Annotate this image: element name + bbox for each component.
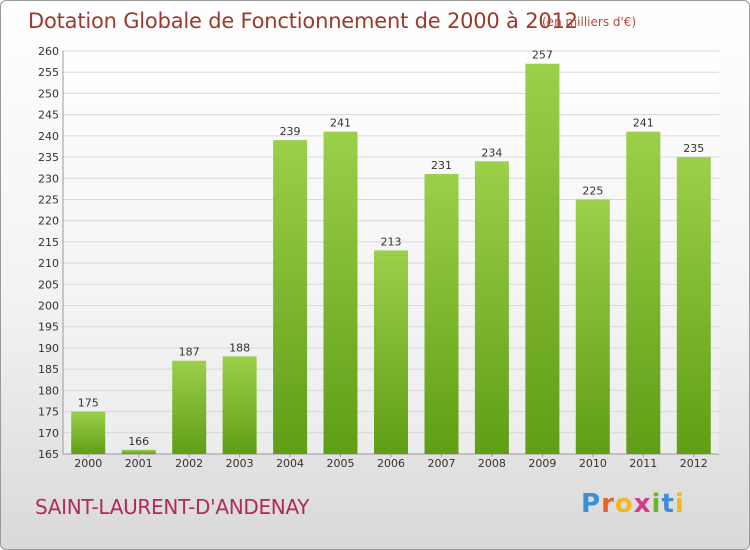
bar-2012 (676, 157, 711, 454)
value-label-2012: 235 (683, 142, 704, 155)
bar-2002 (172, 360, 207, 454)
proxiti-logo: Proxiti (581, 489, 685, 519)
y-tick-label: 200 (38, 300, 59, 313)
bar-2007 (424, 174, 459, 454)
x-tick-label-2007: 2007 (427, 457, 455, 470)
y-tick-label: 245 (38, 109, 59, 122)
x-tick-label-2009: 2009 (528, 457, 556, 470)
y-tick-label: 205 (38, 278, 59, 291)
bar-2006 (374, 250, 408, 454)
x-tick-label-2010: 2010 (579, 457, 607, 470)
y-tick-label: 250 (38, 87, 59, 100)
y-tick-label: 235 (38, 151, 59, 164)
bar-2011 (626, 131, 661, 454)
value-label-2011: 241 (633, 117, 654, 130)
logo-letter: x (633, 489, 652, 519)
y-tick-label: 220 (38, 215, 59, 228)
x-tick-label-2008: 2008 (478, 457, 506, 470)
bar-2001 (121, 449, 156, 454)
y-tick-label: 230 (38, 172, 59, 185)
x-tick-label-2003: 2003 (226, 457, 254, 470)
logo-letter: r (601, 489, 615, 519)
y-tick-label: 255 (38, 66, 59, 79)
value-label-2008: 234 (481, 146, 502, 159)
x-tick-label-2000: 2000 (74, 457, 102, 470)
bar-2009 (525, 63, 560, 454)
bar-2008 (474, 161, 509, 455)
value-label-2000: 175 (78, 397, 99, 410)
logo-letter: i (674, 489, 685, 519)
y-tick-label: 165 (38, 448, 59, 461)
logo-letter: P (581, 489, 602, 519)
x-tick-label-2001: 2001 (125, 457, 153, 470)
y-tick-label: 185 (38, 363, 59, 376)
commune-name: SAINT-LAURENT-D'ANDENAY (35, 495, 310, 519)
logo-letter: t (661, 489, 675, 519)
y-tick-label: 260 (38, 45, 59, 58)
value-label-2003: 188 (229, 341, 250, 354)
value-label-2004: 239 (280, 125, 301, 138)
y-tick-label: 240 (38, 130, 59, 143)
bar-2004 (273, 140, 308, 454)
bar-2010 (575, 199, 610, 454)
x-tick-label-2004: 2004 (276, 457, 304, 470)
logo-letter: i (651, 489, 662, 519)
value-label-2005: 241 (330, 117, 351, 130)
y-tick-label: 175 (38, 406, 59, 419)
y-tick-label: 195 (38, 321, 59, 334)
x-tick-label-2006: 2006 (377, 457, 405, 470)
x-tick-label-2011: 2011 (629, 457, 657, 470)
y-tick-label: 215 (38, 236, 59, 249)
y-tick-label: 180 (38, 384, 59, 397)
y-tick-label: 225 (38, 193, 59, 206)
x-tick-label-2002: 2002 (175, 457, 203, 470)
y-tick-label: 190 (38, 342, 59, 355)
value-label-2001: 166 (128, 435, 149, 448)
x-tick-label-2005: 2005 (327, 457, 355, 470)
logo-letter: o (614, 489, 634, 519)
value-label-2007: 231 (431, 159, 452, 172)
value-label-2002: 187 (179, 346, 200, 359)
bar-2003 (222, 356, 257, 454)
x-tick-label-2012: 2012 (680, 457, 708, 470)
y-tick-label: 210 (38, 257, 59, 270)
value-label-2010: 225 (582, 184, 603, 197)
chart-title: Dotation Globale de Fonctionnement de 20… (28, 9, 578, 33)
y-tick-label: 170 (38, 427, 59, 440)
value-label-2009: 257 (532, 49, 553, 62)
chart-subtitle: (en milliers d'€) (542, 15, 637, 29)
bar-2005 (323, 131, 358, 454)
value-label-2006: 213 (381, 235, 402, 248)
bar-2000 (71, 411, 106, 454)
